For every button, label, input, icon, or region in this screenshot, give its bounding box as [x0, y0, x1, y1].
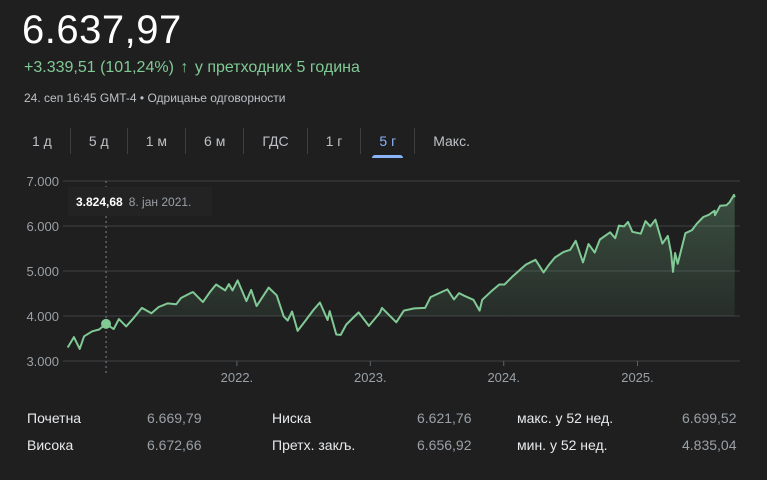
stat-value-52w-low: 4.835,04: [682, 437, 737, 453]
stat-value-prev-close: 6.656,92: [417, 437, 472, 453]
range-tabs: 1 д 5 д 1 м 6 м ГДС 1 г 5 г Макс.: [14, 126, 488, 158]
stat-label-high: Висока: [27, 437, 74, 453]
separator-dot: •: [139, 91, 145, 105]
x-tick-label: 2022.: [221, 370, 254, 385]
tab-divider: [306, 128, 308, 154]
price-line: [66, 193, 736, 350]
y-tick-label: 5.000: [26, 264, 59, 279]
change-value: +3.339,51 (101,24%): [24, 59, 174, 76]
stat-value-high: 6.672,66: [147, 437, 202, 453]
stat-label-low: Ниска: [272, 410, 312, 426]
tooltip-value: 3.824,68: [76, 194, 123, 209]
area-fill: [67, 194, 735, 316]
stat-value-52w-high: 6.699,52: [682, 410, 737, 426]
x-tick-label: 2023.: [354, 370, 387, 385]
hover-point: [101, 318, 112, 329]
y-tick-label: 4.000: [26, 309, 59, 324]
tab-5d[interactable]: 5 д: [88, 133, 109, 149]
stat-label-open: Почетна: [27, 410, 82, 426]
tab-1y[interactable]: 1 г: [325, 133, 343, 149]
x-tick-label: 2024.: [487, 370, 520, 385]
disclaimer-link[interactable]: Одрицање одговорности: [147, 91, 286, 105]
tab-divider: [243, 128, 245, 154]
tooltip-date: 8. јан 2021.: [128, 194, 192, 209]
stat-value-open: 6.669,79: [147, 410, 202, 426]
timestamp: 24. сеп 16:45 GMT-4: [24, 91, 137, 105]
stat-value-low: 6.621,76: [417, 410, 472, 426]
current-price: 6.637,97: [22, 8, 182, 52]
timestamp-line: 24. сеп 16:45 GMT-4 • Одрицање одговорно…: [24, 91, 286, 105]
tab-divider: [414, 128, 416, 154]
x-tick-label: 2025.: [621, 370, 654, 385]
change-period: у претходних 5 година: [194, 59, 360, 76]
tab-6m[interactable]: 6 м: [204, 133, 226, 149]
tab-max[interactable]: Макс.: [433, 133, 470, 149]
tab-1d[interactable]: 1 д: [32, 133, 52, 149]
price-chart[interactable]: 7.000 6.000 5.000 4.000 3.000 2022. 2023. 2024.…: [0, 160, 767, 390]
tab-1m[interactable]: 1 м: [145, 133, 168, 149]
tab-divider: [185, 128, 187, 154]
tab-divider: [360, 128, 362, 154]
stat-label-52w-low: мин. у 52 нед.: [517, 437, 608, 453]
chart-tooltip: 3.824,68 8. јан 2021.: [68, 187, 212, 216]
tab-5y[interactable]: 5 г: [361, 127, 414, 158]
y-tick-label: 7.000: [26, 174, 59, 189]
stat-label-52w-high: макс. у 52 нед.: [517, 410, 614, 426]
y-tick-label: 6.000: [26, 219, 59, 234]
tab-ytd[interactable]: ГДС: [262, 133, 289, 149]
price-change: +3.339,51 (101,24%) ↑ у претходних 5 год…: [24, 59, 360, 77]
y-tick-label: 3.000: [26, 354, 59, 369]
tab-divider: [69, 128, 71, 154]
tab-divider: [126, 128, 128, 154]
stat-label-prev-close: Претх. закљ.: [272, 437, 356, 453]
arrow-up-icon: ↑: [180, 59, 189, 76]
